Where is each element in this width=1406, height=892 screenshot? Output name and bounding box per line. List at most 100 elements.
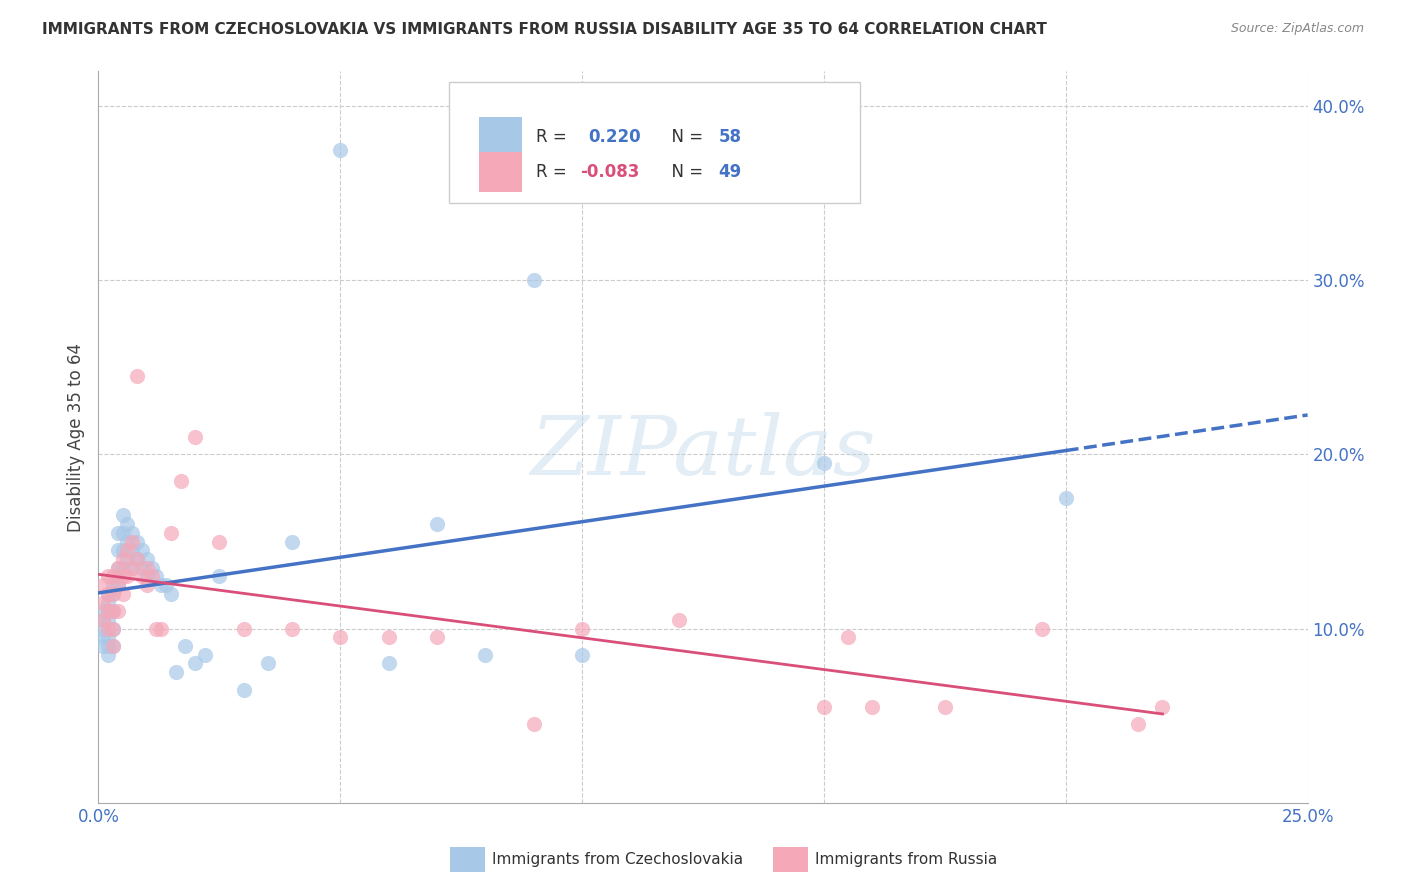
- Point: [813, 700, 835, 714]
- Point: [169, 474, 191, 488]
- Point: [91, 595, 114, 609]
- Point: [474, 648, 496, 662]
- Point: [135, 578, 157, 592]
- Point: [101, 639, 124, 653]
- Point: [101, 587, 124, 601]
- Point: [117, 569, 139, 583]
- Point: [141, 569, 163, 583]
- Point: [111, 508, 134, 523]
- FancyBboxPatch shape: [479, 117, 522, 158]
- Point: [97, 569, 120, 583]
- Point: [97, 604, 120, 618]
- Point: [934, 700, 956, 714]
- Point: [150, 578, 173, 592]
- Point: [121, 525, 143, 540]
- Point: [131, 560, 153, 574]
- Point: [131, 543, 153, 558]
- Point: [571, 648, 593, 662]
- Point: [165, 665, 187, 680]
- Point: [91, 578, 114, 592]
- Point: [121, 560, 143, 574]
- Y-axis label: Disability Age 35 to 64: Disability Age 35 to 64: [66, 343, 84, 532]
- Point: [117, 543, 139, 558]
- Point: [107, 578, 129, 592]
- Point: [91, 639, 114, 653]
- Point: [121, 560, 143, 574]
- Point: [208, 534, 231, 549]
- Point: [91, 604, 114, 618]
- Point: [101, 604, 124, 618]
- Point: [135, 560, 157, 574]
- Text: Source: ZipAtlas.com: Source: ZipAtlas.com: [1230, 22, 1364, 36]
- Point: [107, 543, 129, 558]
- FancyBboxPatch shape: [449, 82, 860, 203]
- Point: [208, 569, 231, 583]
- Point: [127, 534, 149, 549]
- Point: [377, 631, 399, 645]
- Point: [97, 604, 120, 618]
- Point: [141, 560, 163, 574]
- Point: [329, 143, 352, 157]
- Point: [117, 517, 139, 532]
- Point: [111, 543, 134, 558]
- Point: [121, 534, 143, 549]
- Point: [160, 587, 183, 601]
- Point: [232, 622, 254, 636]
- Point: [329, 631, 352, 645]
- Text: N =: N =: [661, 128, 709, 146]
- Text: 0.220: 0.220: [588, 128, 641, 146]
- Point: [91, 622, 114, 636]
- Point: [813, 456, 835, 470]
- Point: [97, 622, 120, 636]
- Point: [107, 560, 129, 574]
- Text: IMMIGRANTS FROM CZECHOSLOVAKIA VS IMMIGRANTS FROM RUSSIA DISABILITY AGE 35 TO 64: IMMIGRANTS FROM CZECHOSLOVAKIA VS IMMIGR…: [42, 22, 1047, 37]
- Point: [426, 517, 449, 532]
- Text: 58: 58: [718, 128, 742, 146]
- Point: [117, 552, 139, 566]
- Point: [131, 569, 153, 583]
- Point: [668, 613, 690, 627]
- Point: [1054, 491, 1077, 505]
- Point: [97, 631, 120, 645]
- Point: [97, 587, 120, 601]
- Point: [107, 560, 129, 574]
- Point: [160, 525, 183, 540]
- Point: [377, 657, 399, 671]
- Point: [111, 560, 134, 574]
- Point: [860, 700, 883, 714]
- Point: [135, 569, 157, 583]
- Point: [101, 622, 124, 636]
- Point: [107, 578, 129, 592]
- Point: [97, 639, 120, 653]
- Point: [107, 604, 129, 618]
- Text: N =: N =: [661, 163, 709, 181]
- Point: [1031, 622, 1053, 636]
- Point: [91, 631, 114, 645]
- Point: [232, 682, 254, 697]
- FancyBboxPatch shape: [479, 153, 522, 193]
- Point: [837, 631, 859, 645]
- Point: [111, 525, 134, 540]
- Text: R =: R =: [536, 128, 578, 146]
- Point: [101, 604, 124, 618]
- Point: [97, 613, 120, 627]
- Point: [523, 273, 546, 287]
- Point: [117, 534, 139, 549]
- Point: [101, 587, 124, 601]
- Point: [135, 552, 157, 566]
- Point: [91, 613, 114, 627]
- Point: [101, 639, 124, 653]
- Point: [184, 430, 207, 444]
- Point: [426, 631, 449, 645]
- Point: [184, 657, 207, 671]
- Text: 49: 49: [718, 163, 742, 181]
- Point: [111, 552, 134, 566]
- Point: [1152, 700, 1174, 714]
- Point: [281, 622, 304, 636]
- Point: [145, 622, 167, 636]
- Point: [101, 622, 124, 636]
- Text: Immigrants from Russia: Immigrants from Russia: [815, 853, 998, 867]
- Point: [127, 369, 149, 384]
- Point: [155, 578, 177, 592]
- Point: [97, 595, 120, 609]
